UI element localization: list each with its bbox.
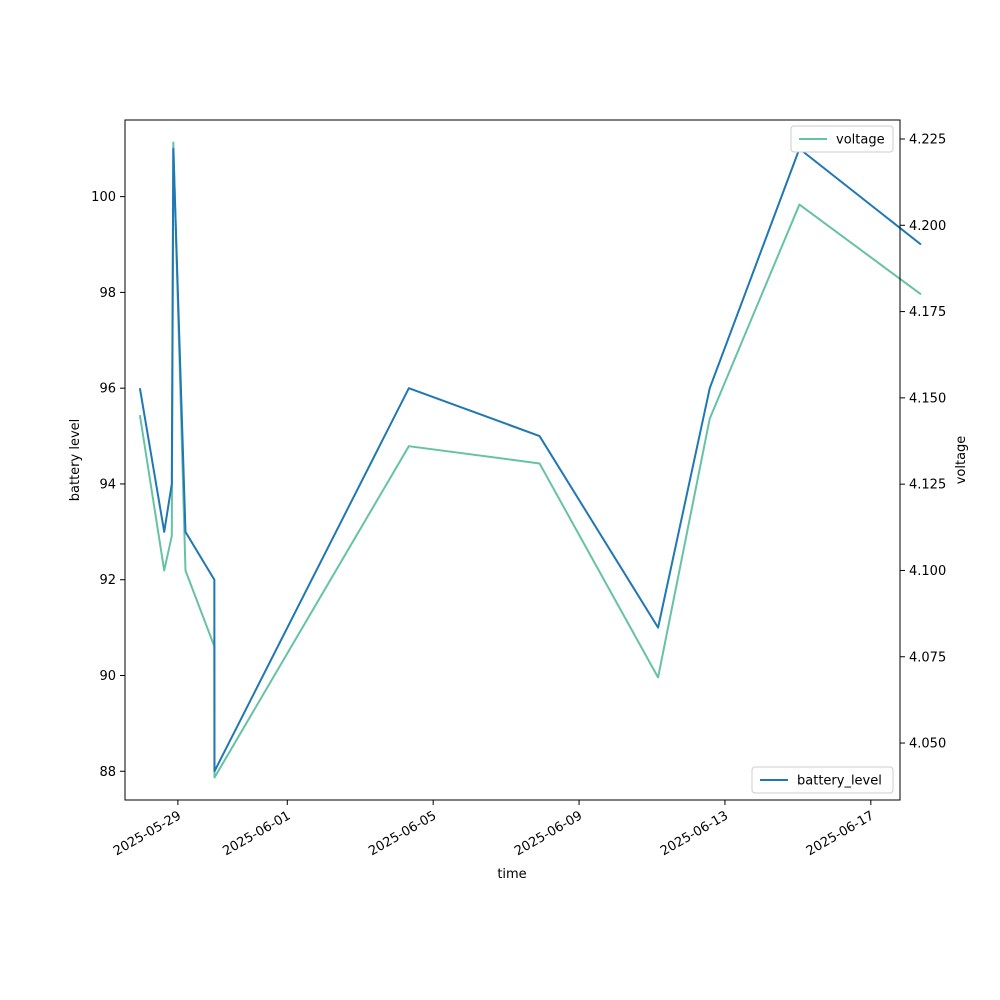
y-right-tick-label: 4.075 bbox=[909, 650, 946, 665]
y-axis-left: 88 90 92 94 96 98 100 bbox=[91, 190, 125, 780]
y-right-tick-label: 4.125 bbox=[909, 478, 946, 493]
y-axis-right: 4.050 4.075 4.100 4.125 4.150 4.175 4.200 4.225 bbox=[900, 132, 946, 752]
y-right-tick-label: 4.225 bbox=[909, 132, 946, 147]
legend-battery-level: battery_level bbox=[751, 766, 894, 794]
y-left-tick-label: 94 bbox=[99, 477, 116, 492]
y-right-tick-label: 4.100 bbox=[909, 564, 946, 579]
y-left-tick-label: 90 bbox=[99, 669, 116, 684]
y-left-tick-label: 88 bbox=[99, 765, 116, 780]
y-left-tick-label: 96 bbox=[99, 382, 116, 397]
legend-battery-level-box bbox=[751, 766, 894, 794]
series-layer bbox=[138, 141, 922, 779]
y-left-tick-label: 98 bbox=[99, 286, 116, 301]
y-left-tick-label: 92 bbox=[99, 573, 116, 588]
series-line-voltage bbox=[138, 141, 922, 779]
legend-voltage-label: voltage bbox=[836, 133, 885, 148]
y-right-tick-label: 4.200 bbox=[909, 219, 946, 234]
legend-battery-level-label: battery_level bbox=[797, 774, 882, 789]
y-right-tick-label: 4.175 bbox=[909, 305, 946, 320]
legend-voltage-box bbox=[790, 125, 894, 153]
y-axis-left-label: battery level bbox=[68, 419, 83, 502]
series-line-battery-level bbox=[138, 147, 922, 773]
x-axis-label: time bbox=[497, 867, 526, 882]
y-right-tick-label: 4.050 bbox=[909, 737, 946, 752]
y-axis-right-label: voltage bbox=[954, 436, 969, 485]
plot-frame bbox=[124, 119, 901, 801]
y-left-tick-label: 100 bbox=[91, 190, 116, 205]
legend-voltage: voltage bbox=[790, 125, 894, 153]
y-right-tick-label: 4.150 bbox=[909, 391, 946, 406]
